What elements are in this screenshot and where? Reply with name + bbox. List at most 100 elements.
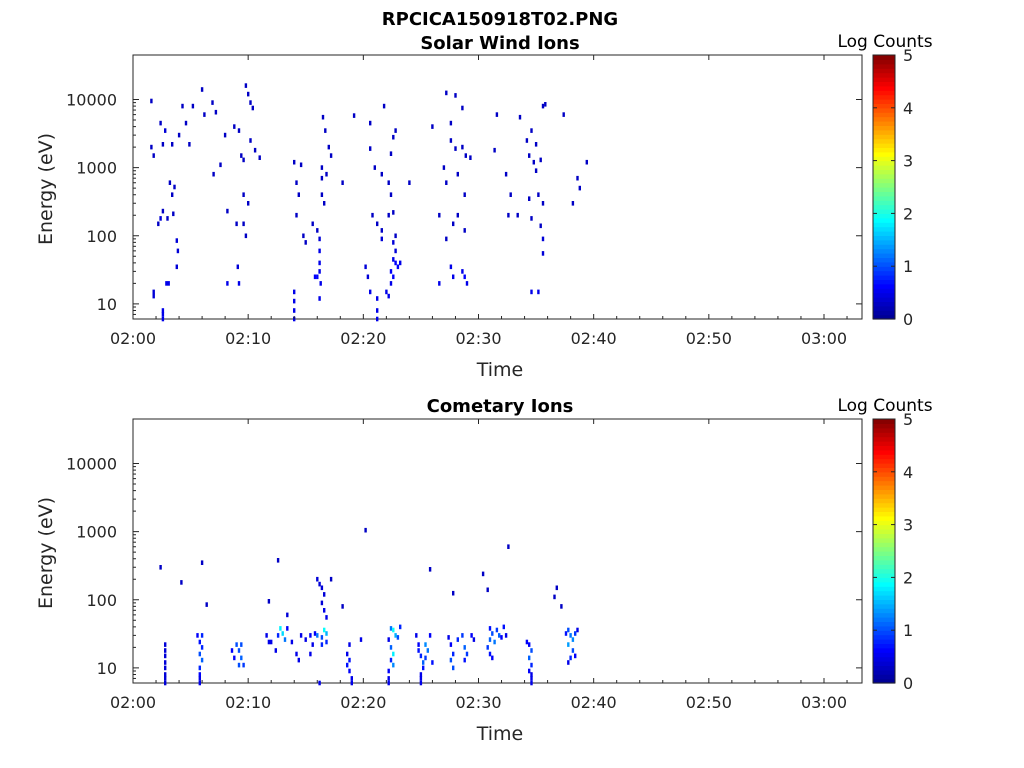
heatmap-cell bbox=[352, 113, 356, 118]
heatmap-cell bbox=[463, 192, 466, 197]
colorbar-segment bbox=[873, 427, 895, 433]
figure-title: RPCICA150918T02.PNG bbox=[382, 9, 618, 30]
heatmap-cell bbox=[325, 171, 328, 177]
colorbar-segment bbox=[873, 595, 895, 600]
heatmap-cell bbox=[164, 665, 167, 671]
heatmap-cell bbox=[249, 138, 252, 143]
heatmap-cell bbox=[233, 124, 236, 129]
heatmap-cell bbox=[392, 627, 395, 633]
colorbar-segment bbox=[873, 204, 895, 210]
heatmap-cell bbox=[376, 308, 379, 313]
heatmap-cell bbox=[419, 676, 423, 681]
heatmap-cell bbox=[452, 590, 455, 596]
heatmap-cell bbox=[203, 112, 206, 117]
colorbar-segment bbox=[873, 209, 895, 214]
heatmap-cell bbox=[223, 132, 227, 138]
heatmap-cell bbox=[530, 662, 533, 668]
heatmap-cell bbox=[431, 124, 434, 129]
heatmap-cell bbox=[488, 626, 492, 631]
heatmap-cell bbox=[327, 144, 330, 150]
heatmap-cell bbox=[567, 642, 570, 647]
colorbar-segment bbox=[873, 121, 895, 126]
heatmap-cell bbox=[537, 289, 540, 295]
colorbar-segment bbox=[873, 555, 895, 561]
heatmap-cell bbox=[507, 544, 510, 549]
heatmap-cell bbox=[348, 642, 351, 647]
heatmap-cell bbox=[318, 260, 321, 266]
colorbar-tick-label: 4 bbox=[903, 99, 913, 118]
heatmap-cell bbox=[304, 240, 307, 245]
heatmap-cell bbox=[567, 660, 570, 665]
heatmap-cell bbox=[318, 581, 321, 587]
heatmap-cell bbox=[267, 599, 271, 604]
heatmap-cell bbox=[299, 633, 303, 638]
colorbar-segment bbox=[873, 498, 895, 504]
heatmap-cell bbox=[316, 274, 319, 280]
heatmap-cell bbox=[578, 185, 581, 191]
heatmap-cell bbox=[164, 642, 167, 647]
heatmap-cell bbox=[387, 212, 390, 218]
heatmap-cell bbox=[392, 240, 395, 245]
heatmap-cell bbox=[530, 672, 533, 677]
heatmap-cell bbox=[528, 668, 531, 674]
heatmap-cell bbox=[389, 645, 393, 650]
x-tick-label: 03:00 bbox=[801, 329, 847, 348]
heatmap-cell bbox=[387, 293, 390, 299]
heatmap-cell bbox=[534, 168, 538, 173]
colorbar-segment bbox=[873, 533, 895, 539]
colorbar-segment bbox=[873, 643, 895, 649]
colorbar-segment bbox=[873, 103, 895, 109]
colorbar-label: Log Counts bbox=[837, 396, 932, 416]
heatmap-cell bbox=[389, 192, 393, 197]
heatmap-cell bbox=[371, 212, 374, 218]
colorbar-segment bbox=[873, 639, 895, 644]
heatmap-cell bbox=[242, 221, 245, 227]
heatmap-cell bbox=[346, 651, 349, 657]
heatmap-cell bbox=[316, 228, 319, 233]
heatmap-cell bbox=[576, 175, 579, 181]
heatmap-cell bbox=[463, 657, 466, 663]
heatmap-cell bbox=[530, 128, 533, 133]
colorbar-segment bbox=[873, 661, 895, 666]
heatmap-cell bbox=[341, 180, 344, 185]
colorbar-segment bbox=[873, 656, 895, 662]
colorbar-segment bbox=[873, 441, 895, 446]
colorbar-tick-label: 0 bbox=[903, 310, 913, 329]
colorbar-segment bbox=[873, 72, 895, 78]
colorbar-segment bbox=[873, 617, 895, 622]
heatmap-cell bbox=[456, 171, 459, 177]
colorbar-segment bbox=[873, 674, 895, 680]
heatmap-cell bbox=[464, 153, 467, 158]
heatmap-cell bbox=[424, 642, 427, 647]
colorbar-segment bbox=[873, 515, 895, 521]
heatmap-cell bbox=[205, 602, 208, 607]
colorbar-segment bbox=[873, 270, 895, 276]
heatmap-cell bbox=[525, 639, 529, 645]
heatmap-cell bbox=[380, 228, 383, 233]
heatmap-cell bbox=[164, 653, 167, 659]
colorbar-segment bbox=[873, 138, 895, 144]
heatmap-cell bbox=[488, 651, 492, 657]
heatmap-cell bbox=[387, 668, 390, 674]
colorbar-segment bbox=[873, 169, 895, 175]
heatmap-cell bbox=[445, 236, 448, 242]
heatmap-cell bbox=[198, 651, 201, 657]
x-tick-label: 02:00 bbox=[110, 329, 156, 348]
heatmap-cell bbox=[346, 662, 349, 668]
heatmap-cell bbox=[318, 296, 321, 301]
colorbar-segment bbox=[873, 195, 895, 201]
heatmap-cell bbox=[311, 221, 314, 227]
colorbar-segment bbox=[873, 551, 895, 556]
heatmap-cell bbox=[461, 105, 464, 111]
heatmap-cell bbox=[320, 600, 324, 606]
heatmap-cell bbox=[320, 642, 324, 647]
heatmap-cell bbox=[350, 680, 353, 686]
colorbar-segment bbox=[873, 244, 895, 250]
colorbar-segment bbox=[873, 310, 895, 316]
colorbar-segment bbox=[873, 669, 895, 675]
heatmap-cell bbox=[495, 112, 499, 117]
heatmap-cell bbox=[244, 83, 248, 88]
colorbar-segment bbox=[873, 266, 895, 272]
heatmap-cell bbox=[164, 660, 167, 665]
colorbar-segment bbox=[873, 231, 895, 236]
